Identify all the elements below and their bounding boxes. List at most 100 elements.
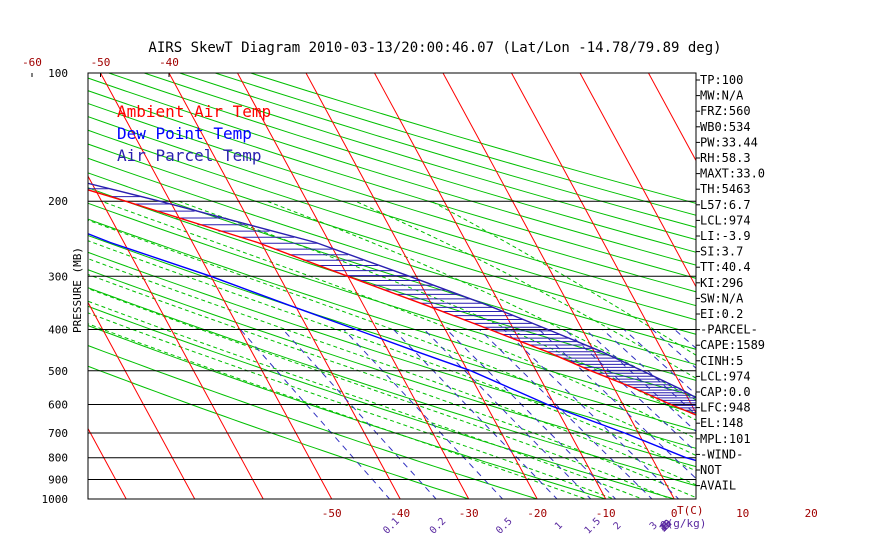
mixing-ratio-tick-label: 0.2: [428, 516, 449, 537]
moist-adiabat-line: [88, 287, 673, 499]
mixing-ratio-tick-label: 0.5: [494, 516, 515, 537]
mixing-ratio-line: [282, 329, 437, 499]
index-entry: CAPE:1589: [700, 338, 765, 352]
mixing-ratio-line: [623, 329, 696, 395]
index-entry: WB0:534: [700, 120, 751, 134]
index-entry: KI:296: [700, 276, 743, 290]
pressure-tick-label: 700: [48, 427, 68, 440]
pressure-tick-label: 800: [48, 452, 68, 465]
legend-dew-point-temp: Dew Point Temp: [117, 124, 252, 143]
index-entry: -WIND-: [700, 447, 743, 461]
mixing-ratio-line: [538, 329, 696, 480]
pressure-tick-label: 600: [48, 399, 68, 412]
mixing-ratio-line: [240, 329, 391, 499]
moist-adiabat-line: [88, 323, 588, 499]
isotherm-line: [775, 54, 870, 509]
index-entry: AVAIL: [700, 479, 736, 493]
mixing-ratio-unit: g(g/kg): [660, 517, 706, 530]
bottom-temperature-tick-label: -20: [527, 507, 547, 520]
bottom-temperature-tick-label: -50: [322, 507, 342, 520]
mixing-ratio-line: [479, 329, 653, 499]
top-temperature-tick-label: -50: [91, 56, 111, 69]
air-parcel-temp-line: [88, 182, 696, 399]
moist-adiabat-line: [88, 240, 696, 472]
index-entry: TH:5463: [700, 182, 751, 196]
moist-adiabat-line: [88, 300, 644, 499]
isotherm-line: [510, 73, 696, 414]
index-entry: MPL:101: [700, 432, 751, 446]
moist-adiabat-line: [101, 200, 696, 440]
mixing-ratio-line: [602, 329, 696, 416]
legend-air-parcel-temp: Air Parcel Temp: [117, 146, 262, 165]
mixing-ratio-line: [423, 329, 592, 499]
pressure-tick-label: 1000: [42, 493, 69, 506]
dry-adiabat-line: [88, 218, 696, 414]
index-entry: EL:148: [700, 416, 743, 430]
moist-adiabat-line: [430, 200, 696, 356]
dry-adiabat-line: [88, 90, 696, 279]
pressure-tick-label: 200: [48, 195, 68, 208]
dry-adiabat-line: [88, 157, 696, 350]
moist-adiabat-line: [178, 200, 696, 421]
bottom-temperature-tick-label: 20: [805, 507, 818, 520]
top-temperature-tick-labels: -120-110-100-90-80-70-60-50-40: [22, 56, 179, 77]
index-entry: MAXT:33.0: [700, 167, 765, 181]
dry-adiabat-line: [88, 287, 696, 487]
bottom-axis-unit: T(C): [677, 504, 704, 517]
dew-point-temp-line: [88, 232, 696, 462]
moist-adiabat-line: [88, 312, 616, 499]
moist-adiabat-line: [88, 273, 696, 499]
index-entry: LCL:974: [700, 213, 751, 227]
cape-hatching: [88, 188, 696, 416]
index-entry: TT:40.4: [700, 260, 751, 274]
profile-lines: [88, 182, 696, 462]
pressure-tick-label: 300: [48, 270, 68, 283]
index-entry: CINH:5: [700, 354, 743, 368]
mixing-ratio-line: [343, 329, 504, 499]
isotherm-line: [88, 427, 127, 499]
pressure-tick-label: 400: [48, 324, 68, 337]
dry-adiabat-line: [178, 73, 696, 228]
dry-adiabat-line: [107, 73, 696, 253]
isotherm-line: [236, 73, 470, 499]
bottom-temperature-tick-label: -40: [390, 507, 410, 520]
dry-adiabat-line: [88, 187, 696, 381]
index-entry: RH:58.3: [700, 151, 751, 165]
bottom-temperature-tick-label: -10: [596, 507, 616, 520]
index-entry: PW:33.44: [700, 135, 758, 149]
index-entry: EI:0.2: [700, 307, 743, 321]
index-entry: TP:100: [700, 73, 743, 87]
dry-adiabat-line: [88, 305, 677, 499]
moist-adiabat-line: [88, 258, 696, 486]
isotherm-line: [373, 73, 607, 499]
pressure-tick-labels: 100 200 300 400 500 600 700 800 900 1000: [42, 67, 69, 506]
dry-adiabat-line: [213, 73, 696, 216]
index-entry: SW:N/A: [700, 291, 744, 305]
pressure-tick-label: 100: [48, 67, 68, 80]
isotherm-line: [579, 73, 696, 288]
chart-title: AIRS SkewT Diagram 2010-03-13/20:00:46.0…: [148, 40, 721, 56]
isotherm-line: [88, 301, 196, 499]
bottom-temperature-tick-labels: -50-40-30-20-100102030: [322, 507, 818, 520]
index-entry: SI:3.7: [700, 245, 743, 259]
moist-adiabat-line: [355, 200, 696, 379]
moist-adiabat-line: [266, 200, 696, 401]
mixing-ratio-line: [446, 329, 617, 499]
index-entry: MW:N/A: [700, 89, 744, 103]
index-entry: NOT: [700, 463, 722, 477]
bottom-temperature-tick-label: 0: [671, 507, 678, 520]
index-entry: L57:6.7: [700, 198, 751, 212]
y-axis-label: PRESSURE (MB): [71, 247, 84, 333]
background-grid: [88, 54, 870, 509]
dry-adiabat-line: [88, 365, 471, 499]
top-temperature-tick-label: -40: [159, 56, 179, 69]
bottom-temperature-tick-label: 10: [736, 507, 749, 520]
mixing-ratio-line: [503, 329, 680, 499]
mixing-ratio-line: [723, 330, 870, 509]
isotherm-line: [442, 73, 675, 499]
isotherm-line: [99, 73, 333, 499]
mixing-ratio-tick-label: 2: [612, 520, 624, 532]
index-entry: FRZ:560: [700, 104, 751, 118]
isotherm-line: [843, 54, 870, 509]
